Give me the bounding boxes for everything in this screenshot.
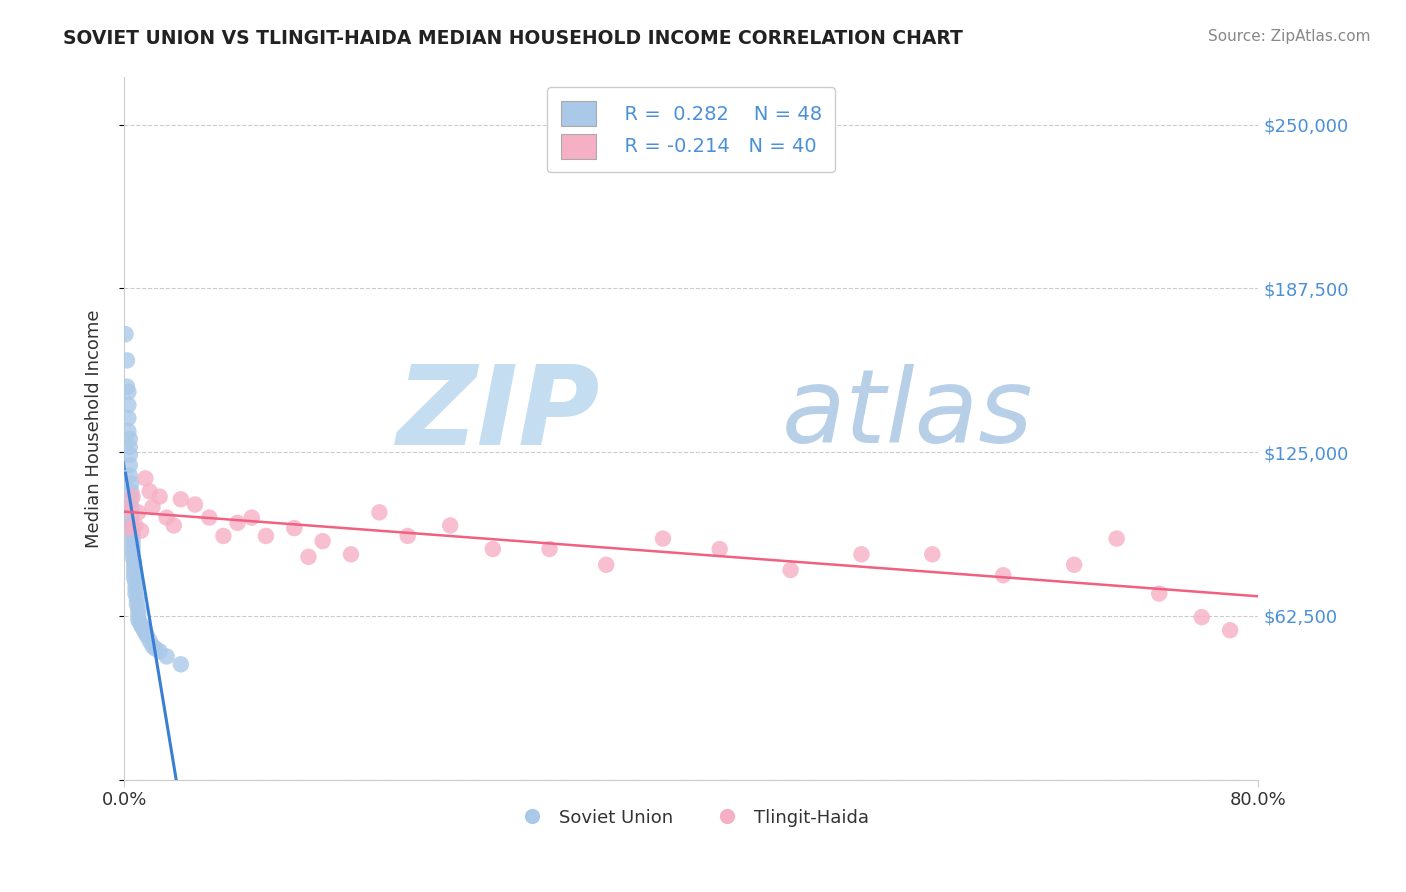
Point xyxy=(240,510,263,524)
Point xyxy=(127,613,149,627)
Point xyxy=(121,529,143,543)
Point xyxy=(131,621,153,635)
Point xyxy=(254,529,277,543)
Point xyxy=(117,398,139,412)
Point xyxy=(170,492,193,507)
Point xyxy=(121,540,143,554)
Point xyxy=(120,476,142,491)
Point xyxy=(149,644,172,658)
Point xyxy=(538,542,561,557)
Point xyxy=(117,411,139,425)
Point xyxy=(138,633,160,648)
Point xyxy=(120,492,142,507)
Point xyxy=(396,529,419,543)
Point xyxy=(124,582,146,596)
Point xyxy=(1105,532,1128,546)
Point xyxy=(143,641,166,656)
Point xyxy=(121,544,143,558)
Point xyxy=(117,424,139,438)
Point xyxy=(184,498,207,512)
Point xyxy=(129,618,152,632)
Point xyxy=(124,518,146,533)
Point xyxy=(283,521,305,535)
Point xyxy=(118,448,141,462)
Point xyxy=(122,555,145,569)
Point xyxy=(121,524,143,538)
Point xyxy=(163,518,186,533)
Point xyxy=(1147,586,1170,600)
Point xyxy=(128,615,150,630)
Point xyxy=(481,542,503,557)
Point xyxy=(124,576,146,591)
Point xyxy=(212,529,235,543)
Point xyxy=(135,628,157,642)
Point xyxy=(118,458,141,473)
Point xyxy=(121,534,143,549)
Point xyxy=(1191,610,1213,624)
Point xyxy=(198,510,221,524)
Point xyxy=(595,558,617,572)
Point xyxy=(125,597,148,611)
Text: Source: ZipAtlas.com: Source: ZipAtlas.com xyxy=(1208,29,1371,45)
Point xyxy=(117,384,139,399)
Point xyxy=(439,518,461,533)
Point xyxy=(122,571,145,585)
Point xyxy=(115,502,138,516)
Point xyxy=(138,484,160,499)
Point xyxy=(120,510,142,524)
Point xyxy=(134,626,156,640)
Point xyxy=(652,532,675,546)
Point xyxy=(115,353,138,368)
Point xyxy=(156,510,179,524)
Point xyxy=(122,560,145,574)
Point xyxy=(122,566,145,580)
Point xyxy=(156,649,179,664)
Point xyxy=(118,440,141,454)
Point xyxy=(1063,558,1085,572)
Point xyxy=(124,586,146,600)
Y-axis label: Median Household Income: Median Household Income xyxy=(86,310,103,548)
Point xyxy=(121,490,143,504)
Point xyxy=(120,500,142,515)
Point xyxy=(132,624,155,638)
Point xyxy=(127,505,149,519)
Point xyxy=(141,639,163,653)
Point xyxy=(127,602,149,616)
Point xyxy=(226,516,249,530)
Point xyxy=(118,521,141,535)
Text: atlas: atlas xyxy=(782,365,1033,465)
Point xyxy=(297,549,319,564)
Point xyxy=(921,547,943,561)
Point xyxy=(115,379,138,393)
Point xyxy=(149,490,172,504)
Point xyxy=(851,547,873,561)
Point xyxy=(118,468,141,483)
Point xyxy=(127,607,149,622)
Point xyxy=(129,524,152,538)
Legend: Soviet Union, Tlingit-Haida: Soviet Union, Tlingit-Haida xyxy=(506,801,876,834)
Point xyxy=(121,549,143,564)
Point xyxy=(170,657,193,672)
Text: SOVIET UNION VS TLINGIT-HAIDA MEDIAN HOUSEHOLD INCOME CORRELATION CHART: SOVIET UNION VS TLINGIT-HAIDA MEDIAN HOU… xyxy=(63,29,963,48)
Text: ZIP: ZIP xyxy=(396,361,600,468)
Point xyxy=(120,518,142,533)
Point xyxy=(368,505,391,519)
Point xyxy=(141,500,163,515)
Point xyxy=(993,568,1015,582)
Point xyxy=(779,563,801,577)
Point xyxy=(125,591,148,606)
Point xyxy=(1219,624,1241,638)
Point xyxy=(134,471,156,485)
Point xyxy=(120,484,142,499)
Point xyxy=(118,432,141,446)
Point xyxy=(114,327,136,342)
Point xyxy=(709,542,731,557)
Point xyxy=(340,547,363,561)
Point xyxy=(311,534,333,549)
